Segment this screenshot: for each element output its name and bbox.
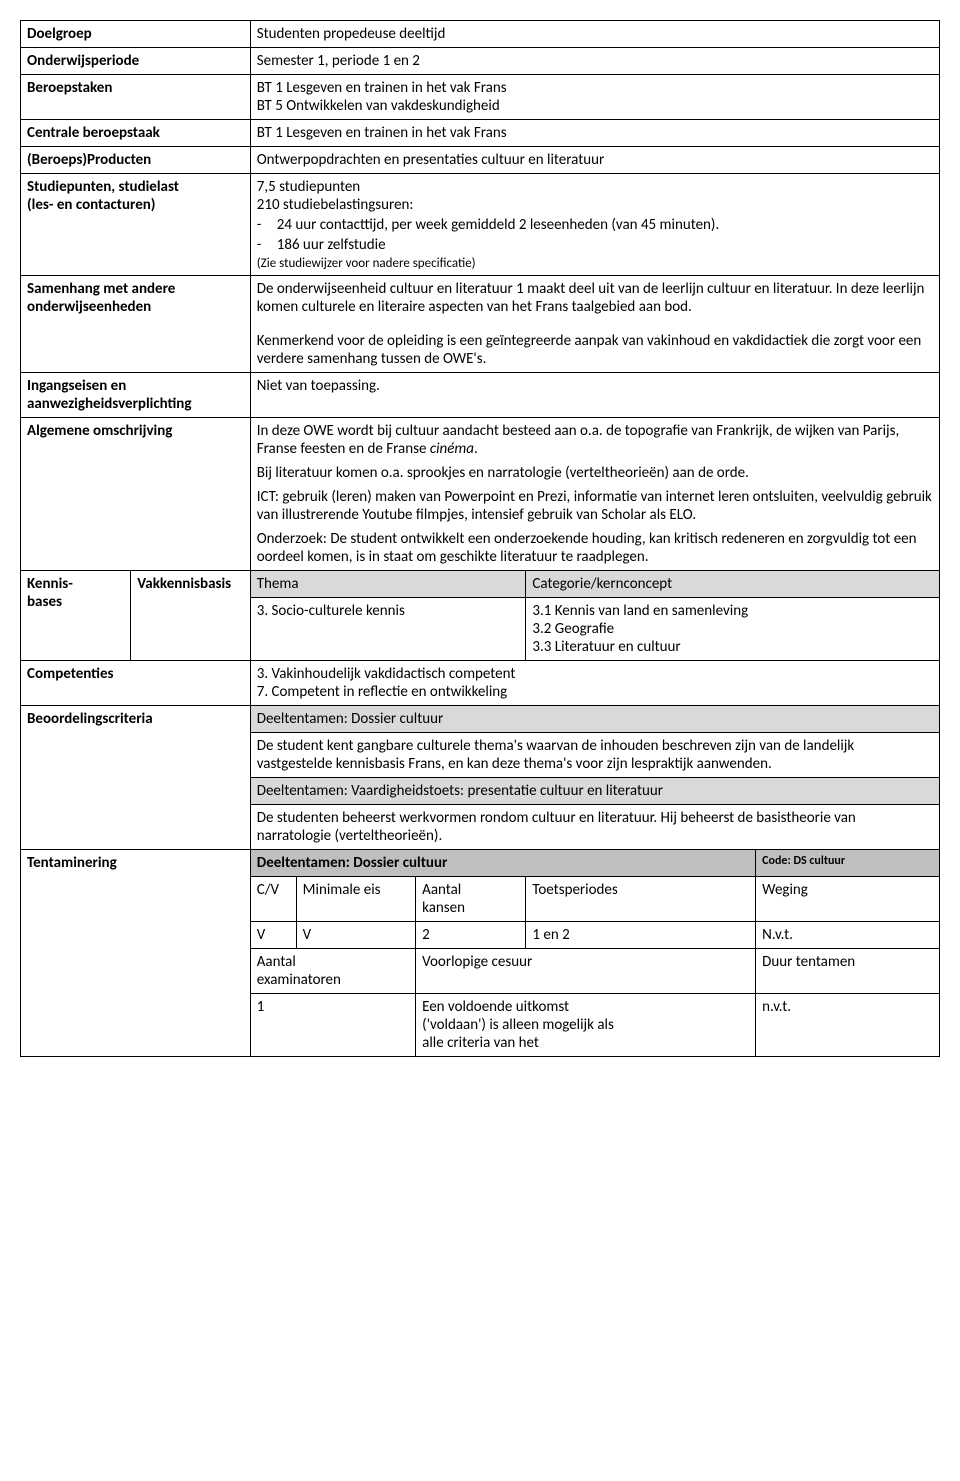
value-categorie: 3.1 Kennis van land en samenleving 3.2 G… [526,598,940,661]
v-cv: V [250,922,296,949]
row-onderwijsperiode: Onderwijsperiode Semester 1, periode 1 e… [21,48,940,75]
h-voorlopige: Voorlopige cesuur [416,949,756,994]
row-doelgroep: Doelgroep Studenten propedeuse deeltijd [21,21,940,48]
label-beroepsproducten: (Beroeps)Producten [21,147,251,174]
value-centrale-beroepstaak: BT 1 Lesgeven en trainen in het vak Fran… [250,120,939,147]
v-kansen: 2 [416,922,526,949]
value-studiepunten: 7,5 studiepunten 210 studiebelastingsure… [250,174,939,276]
label-centrale-beroepstaak: Centrale beroepstaak [21,120,251,147]
label-doelgroep: Doelgroep [21,21,251,48]
h-examinatoren: Aantal examinatoren [250,949,415,994]
h-kansen: Aantal kansen [416,877,526,922]
v-toets: 1 en 2 [526,922,756,949]
row-algemene-omschrijving: Algemene omschrijving In deze OWE wordt … [21,418,940,571]
v-duur: n.v.t. [756,994,940,1057]
value-algemene-omschrijving: In deze OWE wordt bij cultuur aandacht b… [250,418,939,571]
v-voorlopige: Een voldoende uitkomst ('voldaan') is al… [416,994,756,1057]
header-thema: Thema [250,571,526,598]
row-samenhang: Samenhang met andere onderwijseenheden D… [21,276,940,373]
label-onderwijsperiode: Onderwijsperiode [21,48,251,75]
h-cv: C/V [250,877,296,922]
beoordeling-text2: De studenten beheerst werkvormen rondom … [250,805,939,850]
beroepstaken-line2: BT 5 Ontwikkelen van vakdeskundigheid [257,97,933,115]
label-algemene-omschrijving: Algemene omschrijving [21,418,251,571]
row-beroepsproducten: (Beroeps)Producten Ontwerpopdrachten en … [21,147,940,174]
label-vakkennisbasis: Vakkennisbasis [131,571,250,661]
row-beroepstaken: Beroepstaken BT 1 Lesgeven en trainen in… [21,75,940,120]
row-ingangseisen: Ingangseisen en aanwezigheidsverplichtin… [21,373,940,418]
label-studiepunten: Studiepunten, studielast (les- en contac… [21,174,251,276]
v-examinatoren: 1 [250,994,415,1057]
value-competenties: 3. Vakinhoudelijk vakdidactisch competen… [250,661,939,706]
label-samenhang: Samenhang met andere onderwijseenheden [21,276,251,373]
row-studiepunten: Studiepunten, studielast (les- en contac… [21,174,940,276]
h-duur: Duur tentamen [756,949,940,994]
value-beroepstaken: BT 1 Lesgeven en trainen in het vak Fran… [250,75,939,120]
beoordeling-text1: De student kent gangbare culturele thema… [250,733,939,778]
h-min: Minimale eis [296,877,415,922]
label-tentaminering: Tentaminering [21,850,251,1057]
course-spec-table: Doelgroep Studenten propedeuse deeltijd … [20,20,940,1057]
label-ingangseisen: Ingangseisen en aanwezigheidsverplichtin… [21,373,251,418]
h-toetsperiodes: Toetsperiodes [526,877,756,922]
beoordeling-header1: Deeltentamen: Dossier cultuur [250,706,939,733]
row-kennisbases-header: Kennis- bases Vakkennisbasis Thema Categ… [21,571,940,598]
row-competenties: Competenties 3. Vakinhoudelijk vakdidact… [21,661,940,706]
beoordeling-header2: Deeltentamen: Vaardigheidstoets: present… [250,778,939,805]
row-beoordeling-h1: Beoordelingscriteria Deeltentamen: Dossi… [21,706,940,733]
header-categorie: Categorie/kernconcept [526,571,940,598]
v-min: V [296,922,415,949]
tentaminering-title: Deeltentamen: Dossier cultuur [250,850,755,877]
v-weging: N.v.t. [756,922,940,949]
row-tentaminering-title: Tentaminering Deeltentamen: Dossier cult… [21,850,940,877]
h-weging: Weging [756,877,940,922]
label-kennisbases: Kennis- bases [21,571,131,661]
value-beroepsproducten: Ontwerpopdrachten en presentaties cultuu… [250,147,939,174]
value-onderwijsperiode: Semester 1, periode 1 en 2 [250,48,939,75]
value-ingangseisen: Niet van toepassing. [250,373,939,418]
label-beoordelingscriteria: Beoordelingscriteria [21,706,251,850]
value-doelgroep: Studenten propedeuse deeltijd [250,21,939,48]
value-thema: 3. Socio-culturele kennis [250,598,526,661]
row-centrale-beroepstaak: Centrale beroepstaak BT 1 Lesgeven en tr… [21,120,940,147]
label-beroepstaken: Beroepstaken [21,75,251,120]
value-samenhang: De onderwijseenheid cultuur en literatuu… [250,276,939,373]
tentaminering-code: Code: DS cultuur [756,850,940,877]
label-competenties: Competenties [21,661,251,706]
beroepstaken-line1: BT 1 Lesgeven en trainen in het vak Fran… [257,79,933,97]
